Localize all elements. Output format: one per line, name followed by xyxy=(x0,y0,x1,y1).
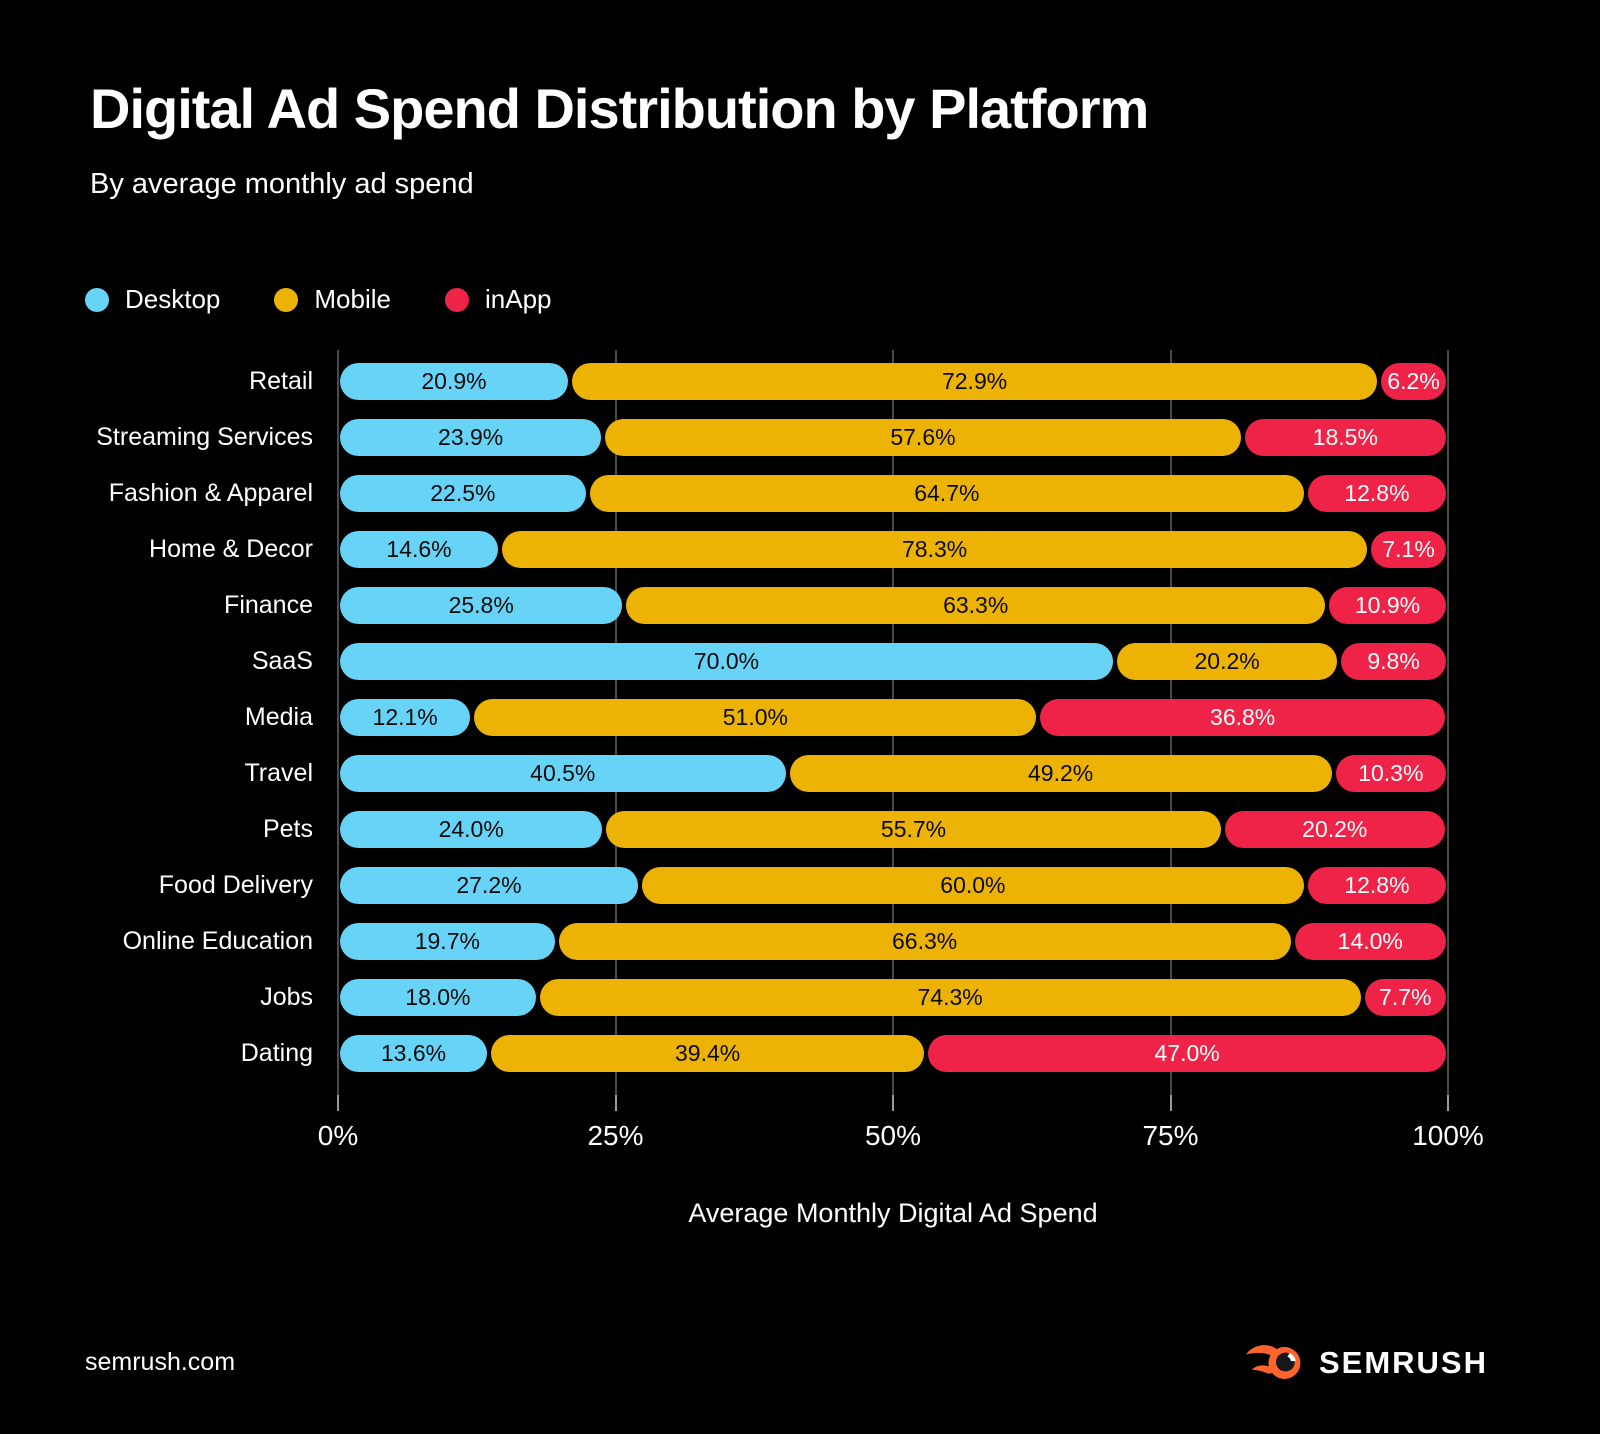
footer-site-url: semrush.com xyxy=(85,1348,236,1376)
category-label: Dating xyxy=(240,1039,313,1067)
bar-segment-mobile: 39.4% xyxy=(490,1035,925,1072)
x-tick-label: 25% xyxy=(587,1120,644,1151)
page-subtitle: By average monthly ad spend xyxy=(90,168,474,200)
category-label: Finance xyxy=(224,591,313,619)
category-label: SaaS xyxy=(251,647,313,675)
bar-row: 14.6% 78.3% 7.1% xyxy=(338,531,1448,568)
bar-segment-mobile: 49.2% xyxy=(789,755,1332,792)
bar-segment-inapp: 20.2% xyxy=(1224,811,1445,848)
bar-segment-mobile: 74.3% xyxy=(539,979,1361,1016)
legend-item-inapp: inApp xyxy=(444,284,552,315)
bar-row: 19.7% 66.3% 14.0% xyxy=(338,923,1448,960)
desktop-dot-icon xyxy=(85,287,109,312)
bar-segment-inapp: 18.5% xyxy=(1244,419,1446,456)
bar-segment-desktop: 23.9% xyxy=(340,419,602,456)
bar-segment-inapp: 10.3% xyxy=(1335,755,1446,792)
bar-row: 70.0% 20.2% 9.8% xyxy=(338,643,1448,680)
category-label: Fashion & Apparel xyxy=(108,479,313,507)
category-label: Streaming Services xyxy=(96,423,313,451)
bar-segment-mobile: 78.3% xyxy=(502,531,1368,568)
category-label: Jobs xyxy=(260,983,313,1011)
bar-segment-inapp: 10.9% xyxy=(1329,587,1446,624)
category-label: Food Delivery xyxy=(158,871,313,899)
bar-segment-inapp: 6.2% xyxy=(1381,363,1446,400)
bar-segment-mobile: 63.3% xyxy=(626,587,1325,624)
bar-segment-mobile: 57.6% xyxy=(605,419,1241,456)
bar-segment-inapp: 12.8% xyxy=(1307,475,1446,512)
category-label: Media xyxy=(244,703,313,731)
bar-row: 12.1% 51.0% 36.8% xyxy=(338,699,1448,736)
category-label: Online Education xyxy=(122,927,313,955)
bar-segment-inapp: 36.8% xyxy=(1040,699,1445,736)
bar-segment-desktop: 18.0% xyxy=(340,979,536,1016)
mobile-dot-icon xyxy=(274,287,299,312)
category-label: Home & Decor xyxy=(149,535,313,563)
bar-segment-desktop: 70.0% xyxy=(340,643,1113,680)
gridline-0 xyxy=(337,350,339,1095)
bar-segment-inapp: 7.7% xyxy=(1364,979,1446,1016)
bar-row: 13.6% 39.4% 47.0% xyxy=(338,1035,1448,1072)
legend-label: Mobile xyxy=(314,284,391,314)
legend-item-desktop: Desktop xyxy=(85,284,220,315)
x-tick-mark xyxy=(614,1095,617,1111)
category-label: Retail xyxy=(249,367,313,395)
page-title: Digital Ad Spend Distribution by Platfor… xyxy=(90,77,1149,140)
bar-segment-inapp: 9.8% xyxy=(1341,643,1446,680)
bar-segment-desktop: 19.7% xyxy=(340,923,555,960)
semrush-flame-icon xyxy=(1245,1345,1301,1379)
bar-segment-mobile: 55.7% xyxy=(606,811,1221,848)
bar-segment-desktop: 25.8% xyxy=(340,587,623,624)
bar-segment-desktop: 22.5% xyxy=(340,475,586,512)
bar-segment-desktop: 40.5% xyxy=(340,755,786,792)
legend-label: Desktop xyxy=(125,284,221,314)
bar-segment-inapp: 47.0% xyxy=(928,1035,1446,1072)
category-label: Travel xyxy=(244,759,313,787)
bar-segment-desktop: 24.0% xyxy=(340,811,603,848)
brand-wordmark: SEMRUSH xyxy=(1318,1345,1488,1380)
bar-segment-mobile: 51.0% xyxy=(474,699,1037,736)
bar-segment-mobile: 64.7% xyxy=(589,475,1304,512)
bar-segment-mobile: 72.9% xyxy=(571,363,1378,400)
legend-label: inApp xyxy=(484,284,552,314)
bar-row: 27.2% 60.0% 12.8% xyxy=(338,867,1448,904)
inapp-dot-icon xyxy=(444,287,469,312)
x-tick-mark xyxy=(892,1095,894,1111)
bar-segment-inapp: 12.8% xyxy=(1307,867,1446,904)
bar-row: 25.8% 63.3% 10.9% xyxy=(338,587,1448,624)
bar-segment-inapp: 14.0% xyxy=(1294,923,1446,960)
x-tick-label: 100% xyxy=(1412,1120,1484,1151)
category-label: Pets xyxy=(262,815,313,843)
bar-row: 20.9% 72.9% 6.2% xyxy=(338,363,1448,400)
gridline-100 xyxy=(1447,350,1449,1095)
bar-row: 22.5% 64.7% 12.8% xyxy=(338,475,1448,512)
legend-item-mobile: Mobile xyxy=(274,284,391,315)
x-tick-label: 50% xyxy=(864,1120,922,1151)
bar-segment-mobile: 66.3% xyxy=(558,923,1291,960)
x-axis-title: Average Monthly Digital Ad Spend xyxy=(688,1198,1098,1228)
bar-row: 23.9% 57.6% 18.5% xyxy=(338,419,1448,456)
bar-segment-desktop: 27.2% xyxy=(340,867,638,904)
bar-row: 24.0% 55.7% 20.2% xyxy=(338,811,1448,848)
bar-segment-desktop: 13.6% xyxy=(340,1035,487,1072)
bar-segment-mobile: 60.0% xyxy=(641,867,1304,904)
x-tick-mark xyxy=(337,1095,339,1111)
bar-segment-mobile: 20.2% xyxy=(1117,643,1338,680)
bar-row: 18.0% 74.3% 7.7% xyxy=(338,979,1448,1016)
bar-segment-desktop: 20.9% xyxy=(340,363,568,400)
x-tick-label: 0% xyxy=(317,1120,359,1151)
brand-lockup: SEMRUSH xyxy=(1245,1340,1488,1386)
legend: Desktop Mobile inApp xyxy=(85,284,551,315)
x-tick-label: 75% xyxy=(1142,1120,1199,1151)
x-tick-mark xyxy=(1447,1095,1449,1111)
x-tick-mark xyxy=(1169,1095,1172,1111)
bar-segment-inapp: 7.1% xyxy=(1371,531,1446,568)
bar-segment-desktop: 14.6% xyxy=(340,531,499,568)
bar-segment-desktop: 12.1% xyxy=(340,699,471,736)
bar-row: 40.5% 49.2% 10.3% xyxy=(338,755,1448,792)
